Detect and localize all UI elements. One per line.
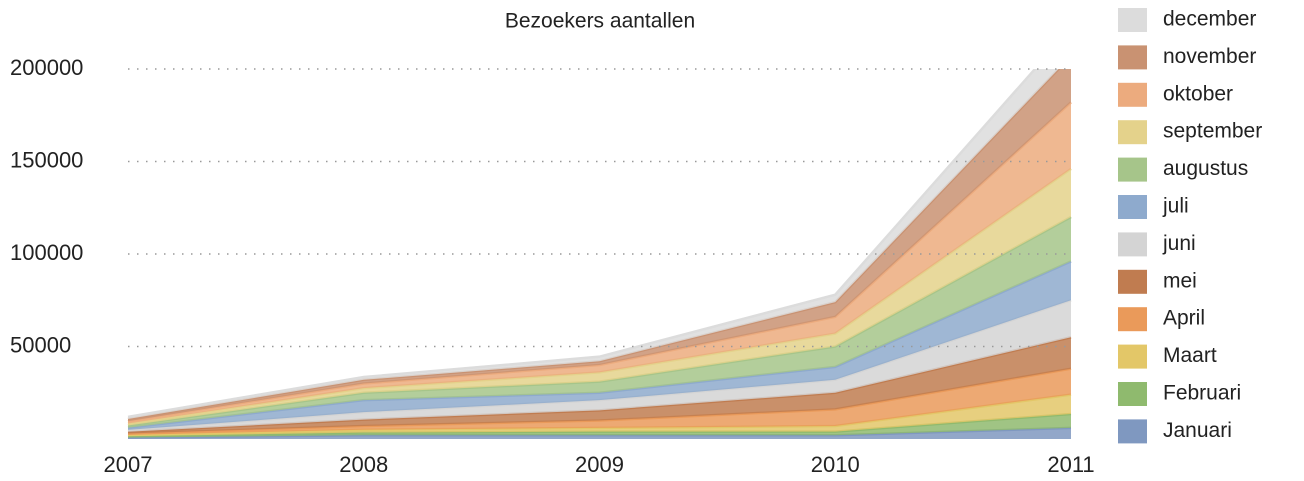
y-tick-label: 100000 xyxy=(10,240,83,265)
legend-label: oktober xyxy=(1163,82,1233,105)
plot-area xyxy=(127,69,1072,439)
legend-swatch xyxy=(1118,419,1147,444)
area-fill xyxy=(128,261,1071,430)
x-tick-label: 2011 xyxy=(1047,452,1094,477)
legend-swatch xyxy=(1118,269,1147,294)
legend-label: mei xyxy=(1163,269,1197,292)
y-tick-label: 50000 xyxy=(10,332,71,357)
x-tick-label: 2008 xyxy=(339,452,388,477)
legend-label: november xyxy=(1163,45,1256,68)
chart-title: Bezoekers aantallen xyxy=(505,10,695,33)
area-fill xyxy=(128,217,1071,428)
legend-label: juni xyxy=(1162,232,1196,255)
area-fill xyxy=(128,168,1071,426)
y-tick-label: 200000 xyxy=(10,55,83,80)
area-edge xyxy=(127,69,1037,419)
legend-swatch xyxy=(1118,344,1147,369)
x-tick-label: 2009 xyxy=(575,452,624,477)
legend-swatch xyxy=(1118,82,1147,107)
legend-label: december xyxy=(1163,8,1256,31)
legend-label: April xyxy=(1163,307,1205,330)
legend-label: juli xyxy=(1162,195,1189,218)
x-tick-label: 2010 xyxy=(811,452,860,477)
legend-swatch xyxy=(1118,120,1147,145)
legend-label: augustus xyxy=(1163,157,1248,180)
legend-swatch xyxy=(1118,307,1147,332)
legend-swatch xyxy=(1118,195,1147,219)
y-tick-label: 150000 xyxy=(10,147,83,172)
legend-label: september xyxy=(1163,120,1262,143)
area-fill xyxy=(128,337,1071,434)
legend-swatch xyxy=(1118,232,1147,257)
legend-label: Januari xyxy=(1163,419,1232,442)
area-fill xyxy=(128,368,1071,435)
legend-swatch xyxy=(1118,157,1147,182)
x-tick-label: 2007 xyxy=(104,452,153,477)
legend-swatch xyxy=(1118,8,1147,32)
area-fill xyxy=(128,300,1071,432)
legend-swatch xyxy=(1118,45,1147,70)
legend-label: Februari xyxy=(1163,382,1241,405)
legend-label: Maart xyxy=(1163,344,1217,367)
legend-swatch xyxy=(1118,382,1147,406)
